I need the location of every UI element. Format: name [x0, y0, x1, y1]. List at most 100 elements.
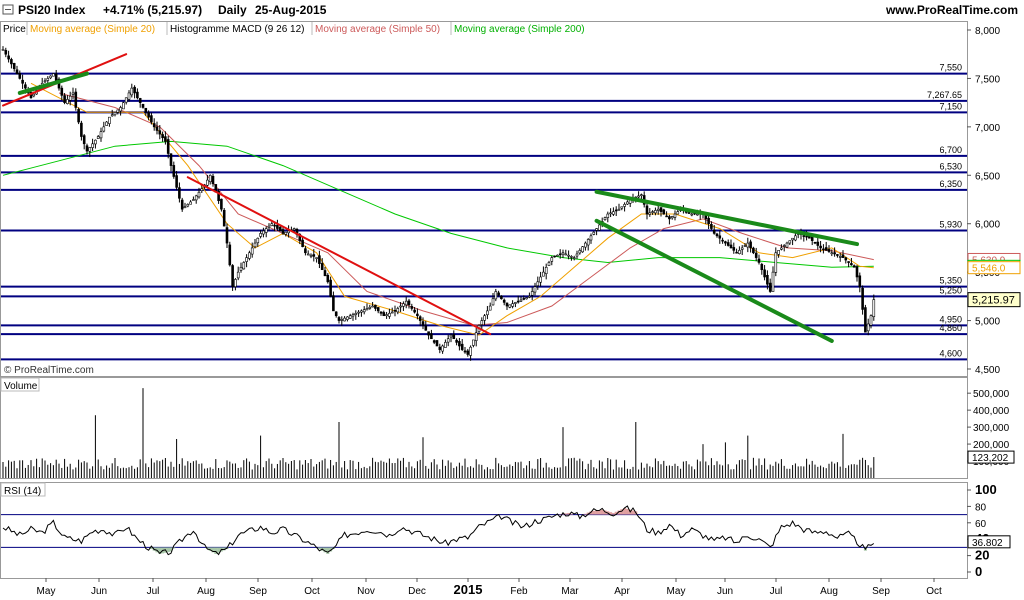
candle-body — [491, 298, 495, 306]
candle-body — [150, 115, 153, 123]
x-axis-label: May — [667, 586, 686, 597]
candle-body — [113, 112, 117, 116]
trend-line[interactable] — [594, 189, 859, 247]
candle-body — [696, 213, 699, 216]
price-axis-label: 4,500 — [975, 365, 1000, 376]
candle-body — [847, 261, 850, 263]
candle-body — [446, 338, 450, 343]
candle-body — [228, 244, 232, 266]
candle-body — [665, 215, 668, 218]
candle-body — [836, 254, 839, 256]
candle-body — [651, 211, 654, 213]
candle-body — [147, 112, 150, 118]
candle-body — [200, 188, 204, 191]
candle-body — [362, 309, 366, 313]
candle-body — [648, 212, 652, 215]
legend-ma20[interactable]: Moving average (Simple 20) — [30, 24, 155, 35]
legend-macd[interactable]: Histogramme MACD (9 26 12) — [170, 24, 304, 35]
candle-body — [556, 254, 559, 257]
candle-body — [208, 174, 212, 183]
candle-body — [270, 223, 274, 227]
volume-label-box — [0, 377, 40, 392]
ma20-line — [30, 82, 874, 336]
candle-body — [217, 190, 220, 202]
candle-body — [488, 305, 492, 311]
candle-body — [746, 242, 750, 248]
candle-body — [668, 216, 671, 220]
rsi-axis-label: 100 — [975, 482, 997, 497]
candle-body — [371, 305, 374, 308]
candle-body — [211, 175, 215, 185]
candle-body — [852, 265, 856, 268]
trend-line[interactable] — [186, 176, 492, 336]
candle-body — [186, 204, 190, 207]
legend-ma50[interactable]: Moving average (Simple 50) — [315, 24, 440, 35]
candle-body — [460, 343, 464, 350]
candle-body — [253, 242, 257, 248]
trend-line[interactable] — [17, 71, 89, 95]
candle-body — [284, 231, 288, 235]
candle-body — [259, 233, 262, 237]
candle-body — [612, 211, 615, 215]
candle-body — [318, 255, 321, 264]
candle-body — [575, 253, 579, 257]
candle-body — [189, 201, 192, 205]
legend-price[interactable]: Price — [3, 24, 26, 35]
candle-body — [822, 248, 825, 251]
rsi-last-badge — [967, 535, 1011, 549]
candle-body — [43, 80, 47, 83]
candle-body — [609, 212, 612, 215]
candle-body — [273, 224, 276, 227]
candle-body — [516, 300, 520, 303]
candle-body — [68, 95, 72, 101]
trend-line[interactable] — [594, 218, 834, 343]
candle-body — [108, 116, 111, 124]
candle-body — [452, 334, 456, 340]
candle-body — [844, 257, 848, 261]
candle-body — [343, 317, 346, 322]
candle-body — [94, 139, 97, 145]
legend-ma200[interactable]: Moving average (Simple 200) — [454, 24, 585, 35]
candle-body — [281, 229, 285, 234]
candle-body — [483, 315, 486, 321]
candle-body — [178, 187, 181, 199]
candle-body — [710, 223, 713, 229]
price-axis-label: 7,000 — [975, 123, 1000, 134]
candle-body — [161, 134, 164, 139]
candle-body — [306, 253, 310, 256]
candle-body — [528, 296, 531, 298]
candle-body — [466, 350, 470, 355]
candle-body — [743, 245, 747, 247]
candle-body — [752, 247, 755, 254]
candle-body — [768, 282, 772, 292]
price-axis-label: 5,000 — [975, 317, 1000, 328]
price-axis-label: 7,500 — [975, 74, 1000, 85]
candle-body — [337, 317, 341, 321]
candle-body — [7, 55, 10, 60]
collapse-icon[interactable] — [2, 4, 14, 15]
candle-body — [133, 86, 136, 94]
volume-axis-label: 200,000 — [973, 440, 1010, 451]
x-axis-label: Feb — [510, 586, 528, 597]
candle-body — [858, 275, 862, 287]
candle-body — [234, 279, 237, 288]
candle-body — [374, 304, 377, 309]
candle-body — [309, 254, 313, 257]
candle-body — [376, 307, 380, 312]
rsi-label-box — [0, 482, 46, 497]
candle-body — [732, 247, 736, 251]
candle-body — [606, 213, 610, 218]
candle-body — [522, 298, 526, 300]
candle-body — [561, 252, 565, 255]
candle-body — [564, 253, 568, 256]
candle-body — [833, 252, 836, 255]
price-axis-label: 6,500 — [975, 171, 1000, 182]
candle-body — [404, 300, 408, 306]
level-label: 6,700 — [939, 145, 962, 155]
volume-last-label: 123,202 — [972, 453, 1009, 464]
site-label[interactable]: www.ProRealTime.com — [885, 3, 1018, 17]
candle-body — [558, 253, 562, 256]
candle-body — [348, 315, 352, 319]
candle-body — [197, 191, 201, 198]
legend-row: Price Moving average (Simple 20) Histogr… — [0, 21, 968, 35]
